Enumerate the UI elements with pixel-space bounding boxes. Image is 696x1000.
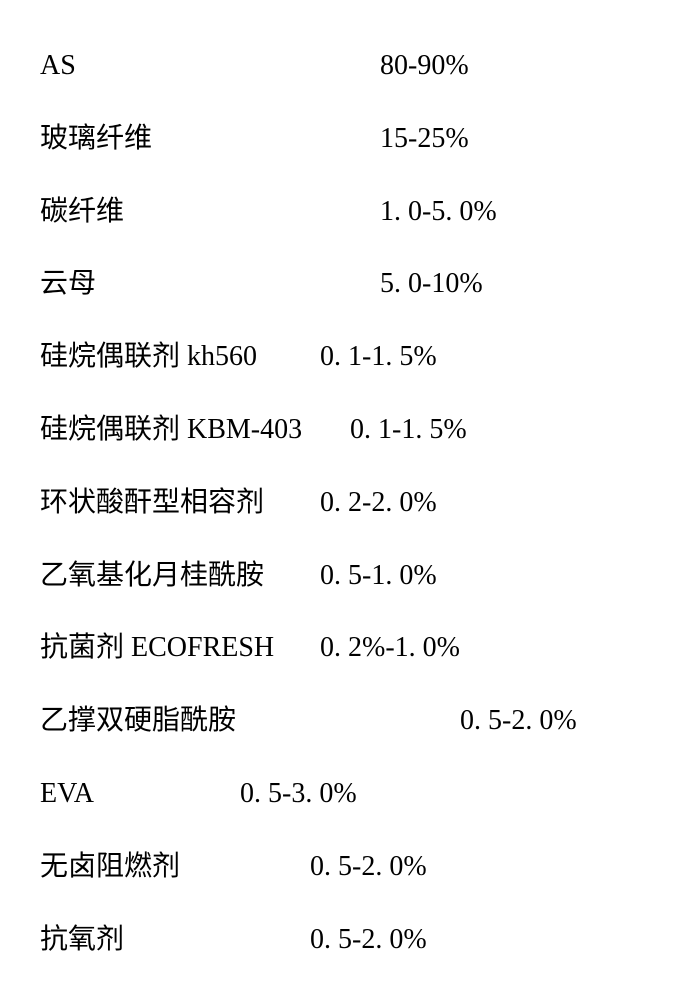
ingredient-label: 云母 <box>40 248 380 321</box>
ingredient-label: 环状酸酐型相容剂 <box>40 467 320 540</box>
list-item: 玻璃纤维15-25% <box>40 103 656 176</box>
ingredient-value: 1. 0-5. 0% <box>380 176 497 249</box>
list-item: 碳纤维1. 0-5. 0% <box>40 176 656 249</box>
ingredient-label: 硅烷偶联剂 KBM-403 <box>40 394 350 467</box>
ingredient-value: 0. 5-2. 0% <box>310 904 427 977</box>
ingredient-label: 无卤阻燃剂 <box>40 831 310 904</box>
list-item: 环状酸酐型相容剂0. 2-2. 0% <box>40 467 656 540</box>
ingredient-value: 5. 0-10% <box>380 248 483 321</box>
list-item: 无卤阻燃剂0. 5-2. 0% <box>40 831 656 904</box>
ingredient-value: 0. 2-2. 0% <box>320 467 437 540</box>
ingredient-list: AS80-90%玻璃纤维15-25%碳纤维1. 0-5. 0%云母5. 0-10… <box>40 30 656 976</box>
ingredient-value: 0. 1-1. 5% <box>320 321 437 394</box>
ingredient-label: 玻璃纤维 <box>40 103 380 176</box>
ingredient-value: 0. 5-2. 0% <box>460 685 577 758</box>
ingredient-label: 碳纤维 <box>40 176 380 249</box>
ingredient-value: 0. 5-3. 0% <box>240 758 357 831</box>
ingredient-value: 0. 1-1. 5% <box>350 394 467 467</box>
ingredient-value: 0. 2%-1. 0% <box>320 612 460 685</box>
ingredient-label: AS <box>40 30 380 103</box>
ingredient-value: 80-90% <box>380 30 469 103</box>
ingredient-label: 乙撑双硬脂酰胺 <box>40 685 460 758</box>
ingredient-label: 硅烷偶联剂 kh560 <box>40 321 320 394</box>
ingredient-label: 抗菌剂 ECOFRESH <box>40 612 320 685</box>
list-item: EVA0. 5-3. 0% <box>40 758 656 831</box>
list-item: AS80-90% <box>40 30 656 103</box>
list-item: 硅烷偶联剂 KBM-4030. 1-1. 5% <box>40 394 656 467</box>
ingredient-label: 抗氧剂 <box>40 904 310 977</box>
ingredient-label: 乙氧基化月桂酰胺 <box>40 540 320 613</box>
ingredient-value: 15-25% <box>380 103 469 176</box>
ingredient-label: EVA <box>40 758 240 831</box>
ingredient-value: 0. 5-2. 0% <box>310 831 427 904</box>
list-item: 乙撑双硬脂酰胺0. 5-2. 0% <box>40 685 656 758</box>
ingredient-value: 0. 5-1. 0% <box>320 540 437 613</box>
list-item: 乙氧基化月桂酰胺0. 5-1. 0% <box>40 540 656 613</box>
list-item: 云母5. 0-10% <box>40 248 656 321</box>
list-item: 硅烷偶联剂 kh5600. 1-1. 5% <box>40 321 656 394</box>
list-item: 抗菌剂 ECOFRESH0. 2%-1. 0% <box>40 612 656 685</box>
list-item: 抗氧剂0. 5-2. 0% <box>40 904 656 977</box>
